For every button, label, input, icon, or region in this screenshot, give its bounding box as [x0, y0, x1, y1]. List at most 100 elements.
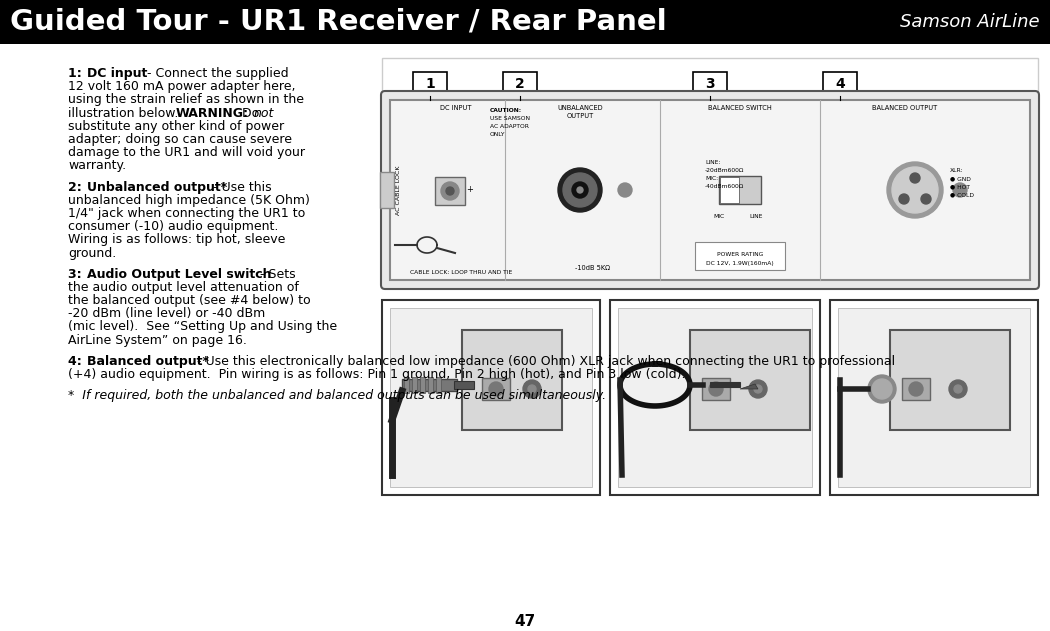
Circle shape — [578, 187, 583, 193]
Text: MIC: MIC — [713, 214, 724, 219]
Text: 1:: 1: — [68, 67, 90, 80]
Text: 2: 2 — [516, 77, 525, 91]
Text: substitute any other kind of power: substitute any other kind of power — [68, 120, 285, 133]
Bar — [0, 0, 1050, 44]
Text: CABLE LOCK: LOOP THRU AND TIE: CABLE LOCK: LOOP THRU AND TIE — [410, 270, 512, 275]
Text: ● GND: ● GND — [950, 176, 971, 181]
Text: not: not — [254, 107, 274, 120]
Circle shape — [872, 379, 892, 399]
Bar — [482, 378, 510, 400]
Circle shape — [749, 380, 766, 398]
Circle shape — [558, 168, 602, 212]
Bar — [720, 177, 739, 203]
Circle shape — [899, 194, 909, 204]
Text: ● HOT: ● HOT — [950, 184, 970, 189]
Text: Guided Tour - UR1 Receiver / Rear Panel: Guided Tour - UR1 Receiver / Rear Panel — [10, 8, 667, 36]
Text: WARNING:: WARNING: — [176, 107, 249, 120]
Circle shape — [921, 194, 931, 204]
Text: -10dB 5KΩ: -10dB 5KΩ — [575, 265, 610, 271]
Circle shape — [528, 385, 536, 393]
FancyBboxPatch shape — [381, 91, 1040, 289]
Bar — [690, 330, 810, 430]
Bar — [435, 177, 465, 205]
Text: ground.: ground. — [68, 247, 117, 259]
Text: 47: 47 — [514, 613, 536, 628]
Text: 1: 1 — [425, 77, 435, 91]
Circle shape — [489, 382, 503, 396]
Text: -40dBm600Ω: -40dBm600Ω — [705, 184, 744, 189]
Text: the audio output level attenuation of: the audio output level attenuation of — [68, 281, 299, 294]
Bar — [695, 242, 785, 270]
Circle shape — [441, 182, 459, 200]
Bar — [382, 300, 600, 495]
Text: Unbalanced output*: Unbalanced output* — [87, 180, 227, 194]
Bar — [413, 72, 447, 96]
Text: USE SAMSON: USE SAMSON — [490, 116, 530, 121]
Text: -20 dBm (line level) or -40 dBm: -20 dBm (line level) or -40 dBm — [68, 307, 266, 321]
Text: damage to the UR1 and will void your: damage to the UR1 and will void your — [68, 146, 304, 159]
Text: - Sets: - Sets — [256, 268, 296, 281]
Bar — [404, 377, 410, 393]
Text: LINE:: LINE: — [705, 160, 720, 165]
Text: (+4) audio equipment.  Pin wiring is as follows: Pin 1 ground, Pin 2 high (hot),: (+4) audio equipment. Pin wiring is as f… — [68, 368, 686, 381]
Circle shape — [754, 385, 762, 393]
Text: BALANCED SWITCH: BALANCED SWITCH — [708, 105, 772, 111]
Text: 4: 4 — [835, 77, 845, 91]
Text: 3: 3 — [706, 77, 715, 91]
Bar — [719, 176, 761, 204]
Circle shape — [909, 382, 923, 396]
Text: +: + — [466, 184, 474, 194]
Text: - Connect the supplied: - Connect the supplied — [143, 67, 289, 80]
Bar — [702, 378, 730, 400]
Text: using the strain relief as shown in the: using the strain relief as shown in the — [68, 93, 304, 107]
Text: UNBALANCED: UNBALANCED — [558, 105, 603, 111]
Text: 12 volt 160 mA power adapter here,: 12 volt 160 mA power adapter here, — [68, 80, 295, 93]
Bar — [380, 172, 394, 208]
Bar — [693, 72, 727, 96]
Text: 3:: 3: — [68, 268, 90, 281]
Text: MIC:: MIC: — [705, 176, 718, 181]
Bar — [390, 100, 1030, 280]
Text: 4:: 4: — [68, 355, 90, 368]
Text: unbalanced high impedance (5K Ohm): unbalanced high impedance (5K Ohm) — [68, 194, 310, 207]
Bar — [830, 300, 1038, 495]
Text: 2:: 2: — [68, 180, 90, 194]
Bar — [823, 72, 857, 96]
Text: illustration below.: illustration below. — [68, 107, 187, 120]
Bar — [382, 58, 1038, 288]
Bar — [890, 330, 1010, 430]
Circle shape — [954, 385, 962, 393]
Text: DC INPUT: DC INPUT — [440, 105, 471, 111]
Text: warranty.: warranty. — [68, 160, 126, 172]
Text: *  If required, both the unbalanced and balanced outputs can be used simultaneou: * If required, both the unbalanced and b… — [68, 389, 606, 402]
Polygon shape — [740, 384, 758, 389]
Bar — [390, 308, 592, 487]
Bar — [402, 379, 457, 391]
Circle shape — [709, 382, 723, 396]
Text: CAUTION:: CAUTION: — [490, 108, 522, 113]
Bar — [420, 377, 425, 393]
Circle shape — [563, 173, 597, 207]
Bar — [838, 308, 1030, 487]
Circle shape — [618, 183, 632, 197]
Bar — [428, 377, 433, 393]
Circle shape — [887, 162, 943, 218]
Text: XLR:: XLR: — [950, 168, 964, 173]
Bar — [618, 308, 812, 487]
Text: -20dBm600Ω: -20dBm600Ω — [705, 168, 744, 173]
Text: ONLY: ONLY — [490, 132, 505, 137]
Bar — [412, 377, 417, 393]
Bar — [710, 382, 740, 387]
Circle shape — [868, 375, 896, 403]
Text: ● COLD: ● COLD — [950, 192, 974, 197]
Text: consumer (-10) audio equipment.: consumer (-10) audio equipment. — [68, 220, 278, 233]
Text: Samson AirLine: Samson AirLine — [901, 13, 1040, 31]
Text: BALANCED OUTPUT: BALANCED OUTPUT — [873, 105, 938, 111]
Bar — [902, 378, 930, 400]
Bar — [462, 330, 562, 430]
Text: AC ADAPTOR: AC ADAPTOR — [490, 124, 529, 129]
Circle shape — [949, 380, 967, 398]
Text: 1/4" jack when connecting the UR1 to: 1/4" jack when connecting the UR1 to — [68, 207, 306, 220]
Bar — [610, 300, 820, 495]
Bar — [454, 381, 474, 389]
